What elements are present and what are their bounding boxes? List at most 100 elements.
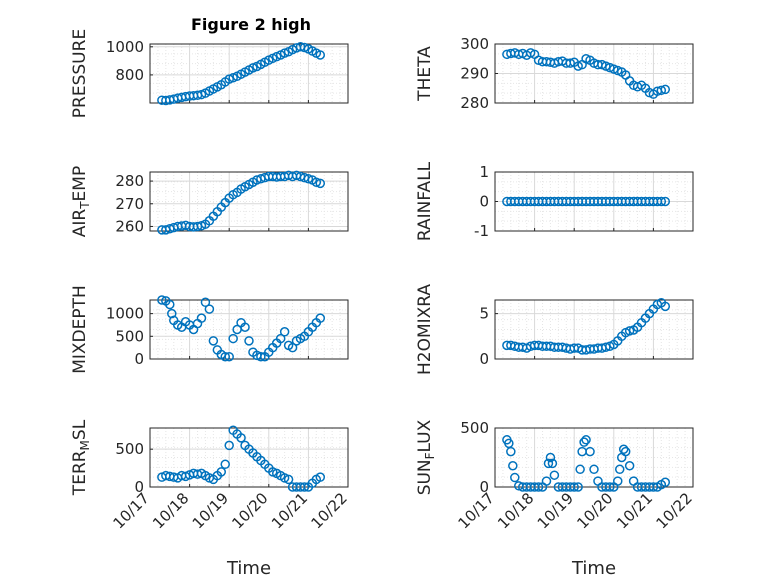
subplot-1: 800 1000 PRESSURE [70, 29, 349, 118]
x-tick-label: 10/22 [653, 489, 696, 532]
data-point [545, 452, 556, 463]
data-point [299, 482, 310, 492]
data-point [589, 464, 599, 475]
y-tick-label: 800 [115, 66, 144, 84]
y-axis-label: TERRMSL [70, 419, 92, 496]
x-tick-label: 10/19 [189, 489, 232, 532]
x-tick-label: 10/18 [149, 489, 192, 532]
data-point [157, 295, 167, 305]
axes-box [149, 299, 349, 360]
data-point [240, 322, 250, 332]
data-point [200, 297, 211, 308]
y-tick-label: 280 [460, 94, 489, 112]
subplot-5: 0 500 1000 MIXDEPTH [70, 285, 349, 374]
x-tick-label: 10/20 [228, 489, 271, 532]
data-point [506, 446, 516, 457]
data-point [224, 440, 234, 451]
data-point [208, 336, 219, 346]
data-point [618, 444, 629, 454]
y-tick-label: 1000 [106, 38, 144, 56]
y-tick-label: 0 [479, 478, 489, 496]
y-axis-label: SUNFLUX [415, 419, 437, 495]
data-point [287, 342, 298, 353]
data-point [283, 474, 294, 485]
figure-title: Figure 2 high [191, 15, 311, 34]
subplot-7: 0 500 TERRMSL 10/1710/1810/1910/2010/2110/2… [70, 419, 351, 579]
y-tick-label: 0 [479, 193, 489, 211]
data-point [315, 50, 326, 60]
y-tick-label: 0 [134, 350, 144, 368]
data-point [541, 476, 552, 486]
data-point [315, 313, 326, 323]
data-point [624, 326, 635, 336]
data-point [547, 458, 558, 469]
y-tick-label: 0 [479, 350, 489, 368]
data-point [228, 333, 238, 344]
data-point [220, 351, 230, 362]
data-point [605, 482, 615, 492]
y-tick-label: 280 [115, 172, 144, 190]
data-point [165, 299, 175, 310]
data-point [577, 446, 587, 457]
data-point [244, 336, 254, 346]
y-tick-label: 300 [460, 35, 489, 53]
data-point [613, 476, 623, 486]
data-point [510, 472, 520, 483]
data-point [275, 333, 286, 344]
subplot-4: -1 0 1 RAINFALL [415, 161, 694, 241]
y-tick-label: 0 [134, 478, 144, 496]
x-tick-label: 10/18 [494, 489, 537, 532]
y-tick-label: 1 [479, 163, 489, 181]
data-point [216, 467, 227, 477]
data-point [585, 446, 595, 457]
data-point [533, 482, 544, 492]
y-tick-label: -1 [474, 222, 489, 240]
x-tick-label: 10/17 [110, 489, 153, 532]
data-point [303, 174, 314, 184]
axes-box [149, 427, 349, 488]
y-axis-label: THETA [415, 46, 435, 102]
y-tick-label: 500 [115, 327, 144, 345]
data-point [573, 482, 583, 492]
data-point [624, 461, 635, 471]
axes-box [494, 299, 694, 360]
data-point [224, 351, 234, 362]
data-point [204, 304, 215, 314]
x-tick-label: 10/21 [613, 489, 656, 532]
data-point [581, 435, 591, 445]
subplot-8: 0 500 SUNFLUX 10/1710/1810/1910/2010/2110/2… [415, 419, 696, 579]
subplot-3: 260 270 280 AIRTEMP [70, 166, 349, 237]
data-point [315, 178, 326, 189]
data-point [660, 477, 671, 488]
y-axis-label: AIRTEMP [70, 166, 92, 237]
y-axis-label: RAINFALL [415, 161, 435, 241]
data-point [543, 458, 554, 469]
axes-box [494, 427, 694, 488]
data-point [196, 313, 207, 323]
axes-box [149, 43, 349, 104]
y-tick-label: 500 [115, 440, 144, 458]
data-point [656, 196, 667, 207]
data-point [569, 482, 579, 492]
data-point [656, 85, 667, 96]
y-tick-label: 270 [115, 195, 144, 213]
y-axis-label: H2OMIXRA [415, 284, 435, 375]
axes-box [494, 43, 694, 104]
data-point [620, 446, 631, 457]
y-tick-label: 1000 [106, 305, 144, 323]
x-tick-label: 10/22 [308, 489, 351, 532]
y-axis-label: MIXDEPTH [70, 285, 90, 374]
data-point [660, 196, 671, 207]
data-point [579, 437, 589, 447]
y-tick-label: 260 [115, 217, 144, 235]
axes-box [149, 171, 349, 232]
data-point [565, 58, 575, 68]
x-axis-label: Time [226, 558, 271, 579]
data-point [192, 318, 203, 329]
x-tick-label: 10/21 [268, 489, 311, 532]
data-point [220, 459, 230, 470]
y-tick-label: 5 [479, 305, 489, 323]
x-tick-label: 10/19 [534, 489, 577, 532]
x-tick-label: 10/17 [455, 489, 498, 532]
data-point [549, 470, 560, 480]
